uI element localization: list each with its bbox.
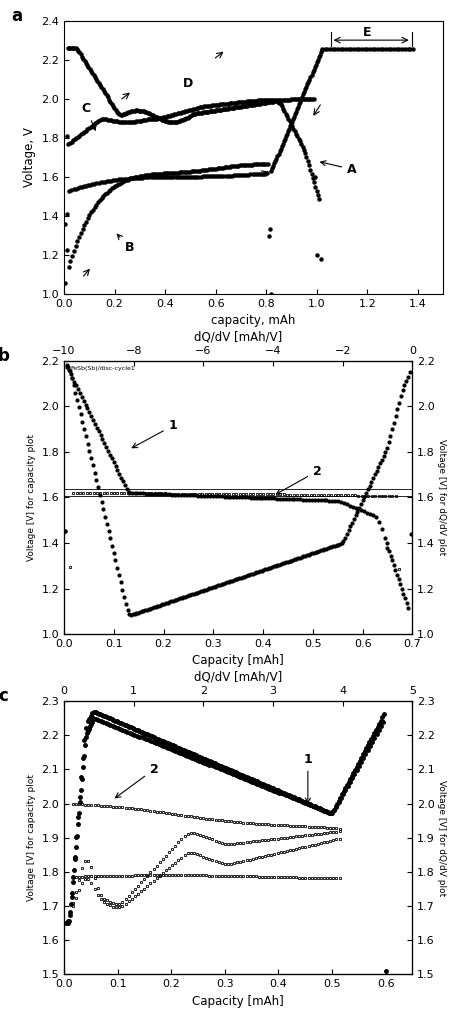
Y-axis label: Voltage [V] for capacity plot: Voltage [V] for capacity plot [27,434,36,561]
Y-axis label: Voltage [V] for capacity plot: Voltage [V] for capacity plot [27,774,36,901]
Y-axis label: Voltage [V] for dQ/dV plot: Voltage [V] for dQ/dV plot [437,439,446,556]
X-axis label: dQ/dV [mAh/V]: dQ/dV [mAh/V] [194,670,283,684]
Text: c: c [0,687,8,705]
Text: D: D [183,77,193,90]
Text: b: b [0,346,9,365]
Y-axis label: Voltage [V] for dQ/dV plot: Voltage [V] for dQ/dV plot [437,779,446,896]
Text: 1: 1 [303,753,312,803]
Text: B: B [117,234,134,254]
Text: E: E [363,26,372,39]
X-axis label: dQ/dV [mAh/V]: dQ/dV [mAh/V] [194,330,283,343]
X-axis label: Capacity [mAh]: Capacity [mAh] [192,995,284,1007]
Text: A: A [321,161,357,176]
Text: 2: 2 [116,763,158,798]
Text: a: a [11,6,22,25]
X-axis label: Capacity [mAh]: Capacity [mAh] [192,655,284,667]
X-axis label: capacity, mAh: capacity, mAh [211,314,296,327]
Text: 1: 1 [132,420,177,447]
Text: 2: 2 [276,465,321,494]
Text: C: C [82,102,96,130]
Text: FeSb(Sb)/disc-cycle1: FeSb(Sb)/disc-cycle1 [70,366,135,371]
Y-axis label: Voltage, V: Voltage, V [23,127,36,188]
